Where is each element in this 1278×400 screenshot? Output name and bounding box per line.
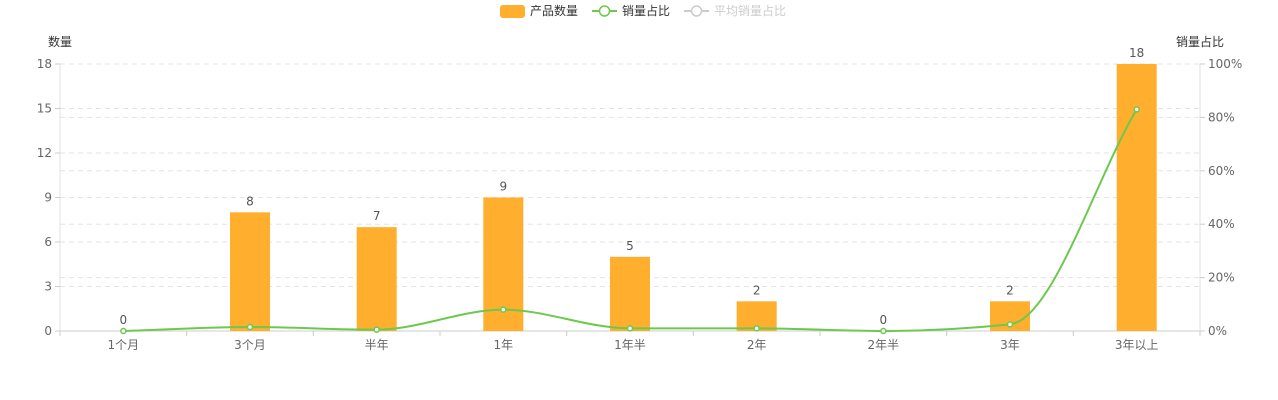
x-tick-label: 3个月 (234, 338, 266, 352)
y-right-tick-label: 100% (1208, 57, 1242, 71)
bar-value-label: 0 (880, 313, 888, 327)
line-point (373, 326, 380, 333)
line-point (626, 325, 634, 332)
y-left-tick-label: 6 (44, 235, 52, 249)
line-point (1006, 321, 1014, 328)
line-point (753, 325, 760, 332)
line-point (500, 306, 507, 313)
y-left-tick-label: 12 (37, 146, 52, 160)
legend-line-marker (598, 5, 611, 17)
bar (1116, 64, 1157, 331)
line-series (120, 106, 1140, 335)
x-tick-label: 3年以上 (1115, 338, 1159, 352)
bar-value-label: 2 (1006, 283, 1014, 297)
line-point (1133, 106, 1140, 113)
legend-label: 产品数量 (530, 3, 578, 18)
bar (230, 212, 270, 331)
y-left-tick-label: 0 (44, 324, 52, 338)
bar-value-label: 5 (626, 239, 634, 253)
legend-line-marker (690, 5, 703, 17)
data-labels: 0 8 7 9 5 2 0 2 18 (120, 46, 1145, 327)
x-tick-label: 3年 (1000, 338, 1020, 352)
line-point (880, 327, 887, 335)
y-right-tick-label: 80% (1208, 110, 1235, 124)
x-tick-label: 1个月 (108, 338, 140, 352)
y-right-tick-label: 40% (1208, 217, 1235, 231)
legend-label: 销量占比 (622, 3, 670, 18)
y-left-tick-label: 18 (37, 57, 52, 71)
y-right-tick-label: 0% (1208, 324, 1227, 338)
x-tick-label: 1年 (494, 338, 514, 352)
line-point (120, 327, 127, 335)
bar-value-label: 18 (1129, 46, 1144, 60)
y-right-axis-title: 销量占比 (1176, 34, 1224, 49)
x-tick-label: 2年半 (868, 338, 900, 352)
bar-value-label: 7 (373, 209, 381, 223)
y-right-tick-label: 20% (1208, 271, 1235, 285)
y-left-axis-title: 数量 (48, 34, 72, 49)
legend-item[interactable]: 产品数量 (500, 3, 578, 18)
x-tick-label: 1年半 (614, 338, 646, 352)
line-point (246, 323, 254, 331)
legend-item[interactable]: 平均销量占比 (684, 3, 786, 18)
bar (610, 256, 650, 331)
legend-item[interactable]: 销量占比 (592, 3, 670, 18)
y-right-tick-label: 60% (1208, 164, 1235, 178)
x-tick-label: 半年 (365, 338, 389, 352)
y-left-tick-label: 9 (44, 191, 52, 205)
bar-value-label: 2 (753, 283, 761, 297)
legend-bar-swatch (500, 5, 525, 18)
bar-value-label: 9 (500, 180, 508, 194)
bar-value-label: 0 (120, 313, 128, 327)
y-left-tick-label: 3 (44, 280, 52, 294)
legend: 产品数量 销量占比 平均销量占比 (500, 3, 786, 18)
legend-label: 平均销量占比 (714, 3, 786, 18)
bar (356, 227, 397, 331)
bar-value-label: 8 (246, 194, 254, 208)
x-tick-label: 2年 (747, 338, 767, 352)
y-left-tick-label: 15 (37, 102, 52, 116)
